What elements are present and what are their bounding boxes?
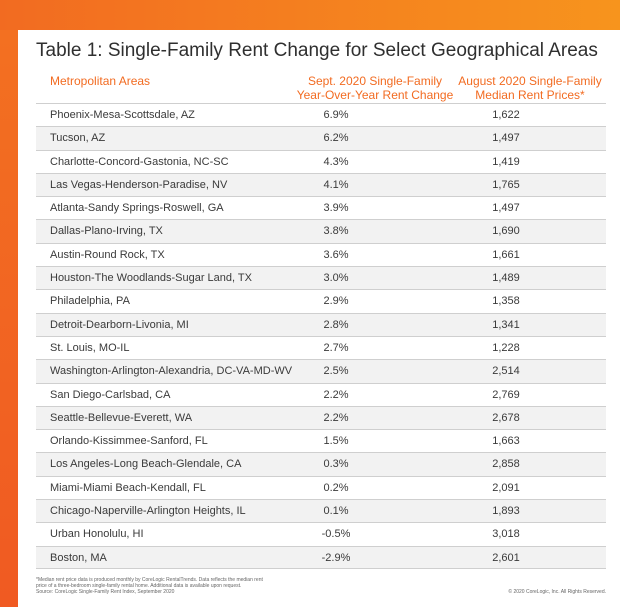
- table-row: Austin-Round Rock, TX 3.6% 1,661: [36, 242, 606, 266]
- table-row: Miami-Miami Beach-Kendall, FL 0.2% 2,091: [36, 475, 606, 499]
- cell-median-rent: 1,497: [492, 202, 520, 215]
- footnote-line2: price of a three-bedroom single-family r…: [36, 583, 242, 589]
- header-median-rent: August 2020 Single-Family Median Rent Pr…: [435, 74, 620, 102]
- cell-rent-change: 3.0%: [323, 272, 349, 285]
- cell-area: Orlando-Kissimmee-Sanford, FL: [50, 435, 208, 448]
- cell-median-rent: 1,893: [492, 505, 520, 518]
- cell-median-rent: 1,661: [492, 248, 520, 261]
- table-row: Charlotte-Concord-Gastonia, NC-SC 4.3% 1,4…: [36, 149, 606, 173]
- cell-area: Houston-The Woodlands-Sugar Land, TX: [50, 272, 252, 285]
- header-median-rent-line2: Median Rent Prices*: [475, 88, 585, 102]
- table-row: Los Angeles-Long Beach-Glendale, CA 0.3% 2…: [36, 452, 606, 476]
- cell-rent-change: 2.5%: [323, 365, 349, 378]
- cell-rent-change: 2.7%: [323, 341, 349, 354]
- cell-rent-change: 2.9%: [323, 295, 349, 308]
- header-metropolitan-areas: Metropolitan Areas: [50, 74, 151, 88]
- cell-median-rent: 2,678: [492, 411, 520, 424]
- cell-area: Boston, MA: [50, 551, 107, 564]
- footnote-line3: Source: CoreLogic Single-Family Rent Ind…: [36, 589, 175, 595]
- cell-median-rent: 2,601: [492, 551, 520, 564]
- table-row: Philadelphia, PA 2.9% 1,358: [36, 289, 606, 312]
- cell-area: Atlanta-Sandy Springs-Roswell, GA: [50, 202, 224, 215]
- header-rent-change-line1: Sept. 2020 Single-Family: [307, 74, 443, 88]
- cell-area: Washington-Arlington-Alexandria, DC-VA-M…: [50, 365, 293, 378]
- left-accent-bar: [0, 30, 18, 607]
- footnote-line1: *Median rent price data is produced mont…: [36, 577, 263, 583]
- top-accent-bar: [0, 0, 620, 30]
- cell-median-rent: 1,341: [492, 318, 520, 331]
- cell-median-rent: 1,228: [492, 341, 520, 354]
- cell-area: Austin-Round Rock, TX: [50, 248, 165, 261]
- cell-median-rent: 1,358: [492, 295, 520, 308]
- cell-median-rent: 1,497: [492, 132, 520, 145]
- cell-rent-change: 3.6%: [323, 248, 349, 261]
- table-body: Phoenix-Mesa-Scottsdale, AZ 6.9% 1,622 Tucs…: [36, 103, 606, 569]
- cell-rent-change: 3.9%: [323, 202, 349, 215]
- cell-area: Detroit-Dearborn-Livonia, MI: [50, 318, 189, 331]
- table-row: Atlanta-Sandy Springs-Roswell, GA 3.9% 1,4…: [36, 196, 606, 219]
- cell-area: Tucson, AZ: [50, 132, 106, 145]
- cell-median-rent: 1,489: [492, 272, 520, 285]
- cell-area: San Diego-Carlsbad, CA: [50, 388, 171, 401]
- cell-median-rent: 2,769: [492, 388, 520, 401]
- header-median-rent-line1: August 2020 Single-Family: [458, 74, 602, 88]
- cell-area: Las Vegas-Henderson-Paradise, NV: [50, 178, 228, 191]
- footnote: *Median rent price data is produced mont…: [36, 577, 336, 595]
- table-row: Dallas-Plano-Irving, TX 3.8% 1,690: [36, 219, 606, 243]
- cell-median-rent: 2,091: [492, 481, 520, 494]
- cell-area: St. Louis, MO-IL: [50, 341, 130, 354]
- table-row: Detroit-Dearborn-Livonia, MI 2.8% 1,341: [36, 312, 606, 336]
- cell-rent-change: -0.5%: [321, 528, 351, 541]
- table-row: Las Vegas-Henderson-Paradise, NV 4.1% 1,76…: [36, 172, 606, 197]
- cell-median-rent: 1,690: [492, 225, 520, 238]
- cell-median-rent: 2,514: [492, 365, 520, 378]
- table-row: St. Louis, MO-IL 2.7% 1,228: [36, 335, 606, 359]
- cell-area: Dallas-Plano-Irving, TX: [50, 225, 163, 238]
- cell-median-rent: 1,663: [492, 435, 520, 448]
- cell-median-rent: 1,765: [492, 178, 520, 191]
- table-row: Orlando-Kissimmee-Sanford, FL 1.5% 1,663: [36, 429, 606, 452]
- cell-area: Philadelphia, PA: [50, 295, 130, 308]
- table-row: Chicago-Naperville-Arlington Heights, IL…: [36, 499, 606, 523]
- cell-rent-change: 6.2%: [323, 132, 349, 145]
- cell-area: Seattle-Bellevue-Everett, WA: [50, 411, 193, 424]
- table-row: Houston-The Woodlands-Sugar Land, TX 3.0%…: [36, 266, 606, 290]
- cell-median-rent: 3,018: [492, 528, 520, 541]
- cell-median-rent: 1,622: [492, 109, 520, 121]
- cell-area: Urban Honolulu, HI: [50, 528, 144, 541]
- cell-rent-change: 4.1%: [323, 178, 349, 191]
- header-rent-change-line2: Year-Over-Year Rent Change: [296, 88, 454, 102]
- cell-rent-change: 4.3%: [323, 155, 349, 168]
- cell-area: Charlotte-Concord-Gastonia, NC-SC: [50, 155, 229, 168]
- cell-area: Chicago-Naperville-Arlington Heights, IL: [50, 505, 246, 518]
- cell-rent-change: 2.2%: [323, 388, 349, 401]
- table-row: Washington-Arlington-Alexandria, DC-VA-M…: [36, 359, 606, 383]
- header-rent-change: Sept. 2020 Single-Family Year-Over-Year …: [285, 74, 465, 102]
- cell-median-rent: 1,419: [492, 155, 520, 168]
- cell-rent-change: 0.3%: [323, 458, 349, 471]
- cell-rent-change: 3.8%: [323, 225, 349, 238]
- table-row: Boston, MA -2.9% 2,601: [36, 545, 606, 569]
- table-row: San Diego-Carlsbad, CA 2.2% 2,769: [36, 382, 606, 406]
- cell-area: Los Angeles-Long Beach-Glendale, CA: [50, 458, 242, 471]
- table-row: Phoenix-Mesa-Scottsdale, AZ 6.9% 1,622: [36, 103, 606, 126]
- cell-area: Miami-Miami Beach-Kendall, FL: [50, 481, 206, 494]
- cell-rent-change: 2.8%: [323, 318, 349, 331]
- cell-median-rent: 2,858: [492, 458, 520, 471]
- table-row: Tucson, AZ 6.2% 1,497: [36, 126, 606, 150]
- cell-rent-change: -2.9%: [321, 551, 351, 564]
- cell-rent-change: 0.1%: [323, 505, 349, 518]
- copyright: © 2020 CoreLogic, Inc. All Rights Reserv…: [508, 589, 606, 595]
- table-row: Urban Honolulu, HI -0.5% 3,018: [36, 522, 606, 545]
- table-row: Seattle-Bellevue-Everett, WA 2.2% 2,678: [36, 405, 606, 430]
- cell-rent-change: 2.2%: [323, 411, 349, 424]
- cell-rent-change: 6.9%: [323, 109, 349, 121]
- cell-rent-change: 1.5%: [323, 435, 349, 448]
- cell-rent-change: 0.2%: [323, 481, 349, 494]
- cell-area: Phoenix-Mesa-Scottsdale, AZ: [50, 109, 195, 121]
- table-title: Table 1: Single-Family Rent Change for S…: [36, 40, 598, 61]
